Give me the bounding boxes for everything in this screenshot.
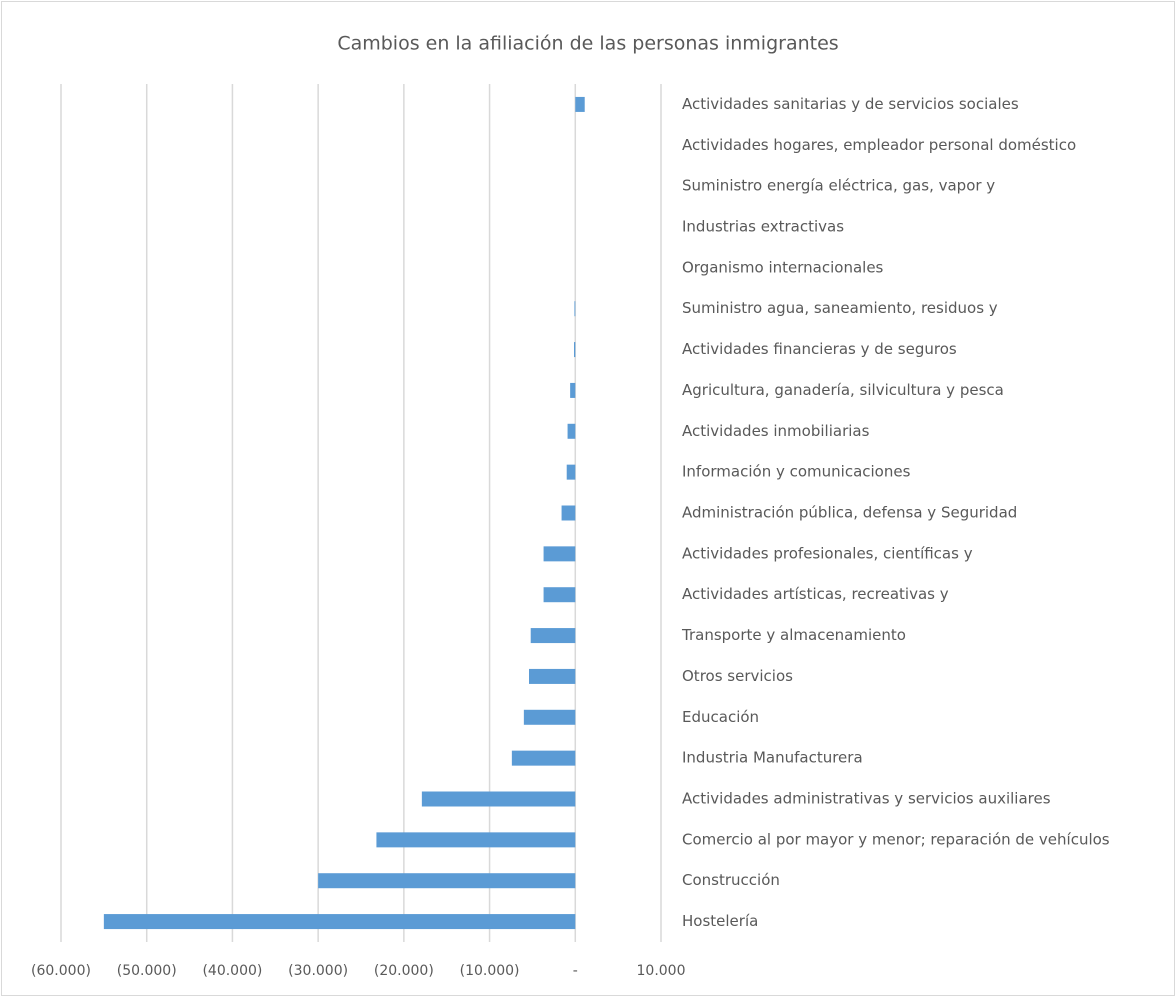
y-tick-label: Construcción [682,871,780,889]
x-tick-label: (20.000) [374,963,434,979]
x-tick-label: (40.000) [202,963,262,979]
x-tick-label: - [573,963,578,979]
y-tick-label: Administración pública, defensa y Seguri… [682,504,1017,522]
y-tick-label: Otros servicios [682,667,793,685]
y-tick-label: Educación [682,708,759,726]
bar [574,342,576,358]
y-tick-label: Actividades financieras y de seguros [682,340,957,358]
y-tick-label: Actividades sanitarias y de servicios so… [682,95,1019,113]
bar [574,301,576,317]
chart-title: Cambios en la afiliación de las personas… [337,33,838,55]
bar [421,791,576,807]
bar [570,382,576,398]
y-tick-label: Industrias extractivas [682,218,844,236]
y-tick-label: Información y comunicaciones [682,463,911,481]
y-tick-label: Actividades profesionales, científicas y [682,544,973,562]
y-tick-label: Agricultura, ganadería, silvicultura y p… [682,381,1004,399]
y-tick-label: Suministro agua, saneamiento, residuos y [682,299,998,317]
bar [530,628,576,644]
y-tick-label: Organismo internacionales [682,258,884,276]
bar [561,505,576,521]
y-tick-label: Actividades hogares, empleador personal … [682,136,1076,154]
bar [529,668,576,684]
bar [103,914,576,930]
bar [523,709,576,725]
bar [567,423,576,439]
bar [543,546,576,562]
y-tick-label: Industria Manufacturera [682,749,863,767]
bar [575,96,585,112]
x-tick-label: 10.000 [637,963,686,979]
bar [566,464,576,480]
bar [543,587,576,603]
y-tick-label: Transporte y almacenamiento [681,626,906,644]
x-tick-label: (50.000) [117,963,177,979]
x-tick-label: (10.000) [460,963,520,979]
y-tick-label: Comercio al por mayor y menor; reparació… [682,830,1110,848]
x-tick-label: (60.000) [31,963,91,979]
y-tick-label: Actividades administrativas y servicios … [682,790,1051,808]
bar [376,832,576,848]
bar [318,873,576,889]
y-tick-label: Actividades inmobiliarias [682,422,870,440]
bar [511,750,576,766]
y-tick-label: Actividades artísticas, recreativas y [682,585,949,603]
y-tick-label: Suministro energía eléctrica, gas, vapor… [682,177,995,195]
y-tick-label: Hostelería [682,912,758,930]
x-tick-label: (30.000) [288,963,348,979]
